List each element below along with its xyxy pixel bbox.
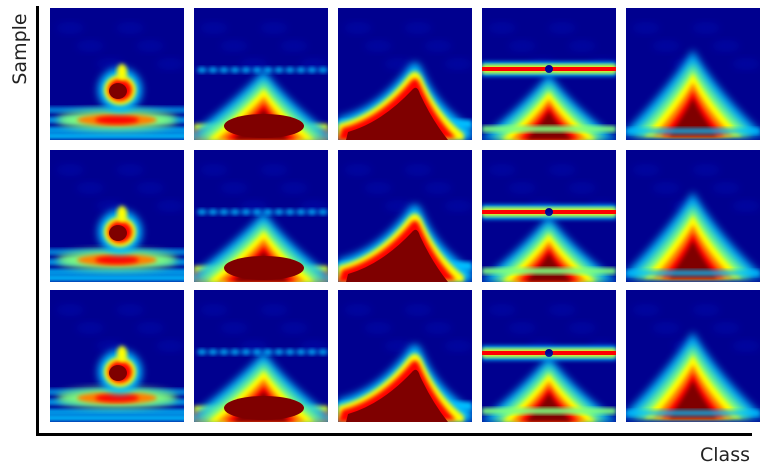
scalogram-panel-r2-c3 (338, 150, 472, 282)
y-axis-line (36, 6, 39, 436)
scalogram-panel-r2-c2 (194, 150, 328, 282)
scalogram-panel-r3-c1 (50, 290, 184, 422)
scalogram-panel-r2-c5 (626, 150, 760, 282)
scalogram-panel-r1-c4 (482, 8, 616, 140)
scalogram-panel-r3-c2 (194, 290, 328, 422)
scalogram-panel-r2-c1 (50, 150, 184, 282)
scalogram-panel-r1-c5 (626, 8, 760, 140)
scalogram-panel-r1-c2 (194, 8, 328, 140)
scalogram-panel-r1-c1 (50, 8, 184, 140)
scalogram-panel-r3-c4 (482, 290, 616, 422)
x-axis-line (36, 433, 752, 436)
x-axis-label: Class (700, 444, 750, 466)
scalogram-panel-r3-c3 (338, 290, 472, 422)
scalogram-panel-r2-c4 (482, 150, 616, 282)
scalogram-panel-r3-c5 (626, 290, 760, 422)
scalogram-panel-r1-c3 (338, 8, 472, 140)
